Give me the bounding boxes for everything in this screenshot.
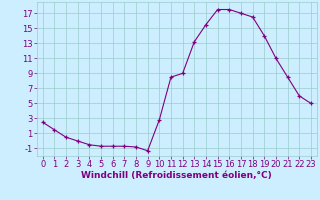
X-axis label: Windchill (Refroidissement éolien,°C): Windchill (Refroidissement éolien,°C): [81, 171, 272, 180]
